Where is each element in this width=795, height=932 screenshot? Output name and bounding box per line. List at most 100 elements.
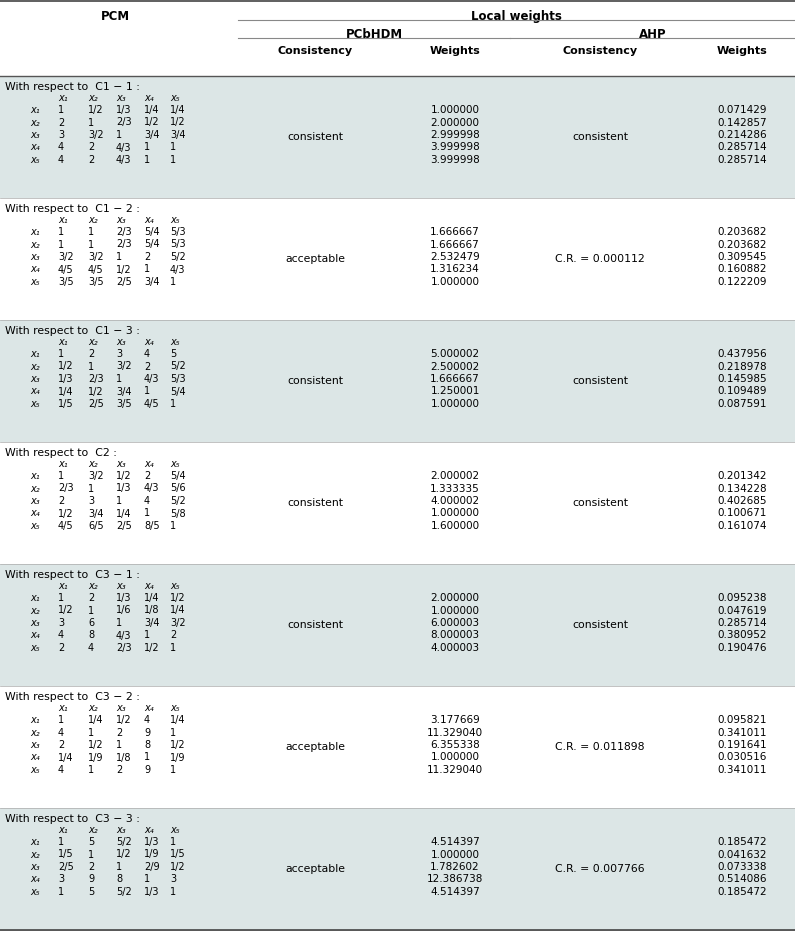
Text: x₄: x₄ bbox=[30, 752, 40, 762]
Text: acceptable: acceptable bbox=[285, 864, 345, 874]
Text: x₃: x₃ bbox=[116, 703, 126, 713]
Text: 1: 1 bbox=[170, 887, 176, 897]
Text: x₂: x₂ bbox=[88, 581, 98, 591]
Text: x₄: x₄ bbox=[30, 143, 40, 153]
Text: 6.355338: 6.355338 bbox=[430, 740, 480, 750]
Text: 9: 9 bbox=[88, 874, 94, 884]
Text: 1/2: 1/2 bbox=[58, 362, 74, 372]
Text: x₄: x₄ bbox=[30, 509, 40, 518]
Text: 1: 1 bbox=[88, 240, 94, 250]
Text: 2/5: 2/5 bbox=[116, 521, 132, 531]
Text: 0.191641: 0.191641 bbox=[717, 740, 767, 750]
Text: 0.145985: 0.145985 bbox=[717, 374, 767, 384]
Text: 0.160882: 0.160882 bbox=[717, 265, 766, 275]
Text: 2: 2 bbox=[144, 362, 150, 372]
Text: 3/5: 3/5 bbox=[58, 277, 74, 287]
Text: 2: 2 bbox=[170, 631, 176, 640]
Text: 4: 4 bbox=[144, 349, 150, 359]
Text: With respect to  C3 − 1 :: With respect to C3 − 1 : bbox=[5, 570, 140, 580]
Text: With respect to  C1 − 2 :: With respect to C1 − 2 : bbox=[5, 204, 140, 214]
Text: 0.100671: 0.100671 bbox=[717, 509, 766, 518]
Text: 1/2: 1/2 bbox=[116, 849, 132, 859]
Text: 4/5: 4/5 bbox=[144, 399, 160, 409]
Text: 1: 1 bbox=[58, 240, 64, 250]
Text: 1/4: 1/4 bbox=[58, 752, 73, 762]
Bar bbox=[0, 808, 795, 930]
Text: 1: 1 bbox=[88, 117, 94, 128]
Text: 5/4: 5/4 bbox=[170, 387, 185, 396]
Text: 2.999998: 2.999998 bbox=[430, 130, 480, 140]
Text: x₄: x₄ bbox=[30, 874, 40, 884]
Text: x₃: x₃ bbox=[116, 581, 126, 591]
Text: 5: 5 bbox=[170, 349, 176, 359]
Text: x₅: x₅ bbox=[170, 337, 180, 347]
Text: 8: 8 bbox=[88, 631, 94, 640]
Text: x₁: x₁ bbox=[58, 581, 68, 591]
Text: 1.333335: 1.333335 bbox=[430, 484, 480, 494]
Text: 2/3: 2/3 bbox=[116, 240, 132, 250]
Text: 0.142857: 0.142857 bbox=[717, 117, 767, 128]
Text: 2: 2 bbox=[88, 593, 95, 603]
Text: 1: 1 bbox=[88, 227, 94, 237]
Text: 2: 2 bbox=[144, 252, 150, 262]
Text: 3: 3 bbox=[116, 349, 122, 359]
Text: 0.109489: 0.109489 bbox=[717, 387, 766, 396]
Text: x₂: x₂ bbox=[88, 459, 98, 469]
Text: 5/2: 5/2 bbox=[116, 887, 132, 897]
Text: x₂: x₂ bbox=[30, 362, 40, 372]
Text: 0.087591: 0.087591 bbox=[717, 399, 766, 409]
Text: 1: 1 bbox=[170, 143, 176, 153]
Text: 1: 1 bbox=[144, 874, 150, 884]
Text: 1.666667: 1.666667 bbox=[430, 374, 480, 384]
Text: 0.161074: 0.161074 bbox=[717, 521, 766, 531]
Text: 2: 2 bbox=[116, 765, 122, 775]
Text: 4/5: 4/5 bbox=[58, 521, 74, 531]
Text: x₁: x₁ bbox=[30, 227, 40, 237]
Text: 0.030516: 0.030516 bbox=[717, 752, 766, 762]
Text: 2: 2 bbox=[58, 740, 64, 750]
Text: x₂: x₂ bbox=[30, 606, 40, 615]
Text: x₅: x₅ bbox=[170, 581, 180, 591]
Text: 8: 8 bbox=[116, 874, 122, 884]
Text: 2: 2 bbox=[58, 643, 64, 653]
Text: 5/2: 5/2 bbox=[170, 362, 186, 372]
Text: 0.402685: 0.402685 bbox=[717, 496, 766, 506]
Text: x₄: x₄ bbox=[144, 93, 153, 103]
Text: 3/2: 3/2 bbox=[58, 252, 74, 262]
Bar bbox=[0, 686, 795, 808]
Text: 1/2: 1/2 bbox=[170, 117, 185, 128]
Text: x₁: x₁ bbox=[58, 215, 68, 225]
Text: x₄: x₄ bbox=[144, 337, 153, 347]
Text: 5: 5 bbox=[88, 837, 95, 847]
Bar bbox=[0, 76, 795, 198]
Text: With respect to  C3 − 2 :: With respect to C3 − 2 : bbox=[5, 692, 140, 702]
Bar bbox=[0, 564, 795, 686]
Text: C.R. = 0.000112: C.R. = 0.000112 bbox=[555, 254, 645, 264]
Text: x₅: x₅ bbox=[30, 887, 40, 897]
Text: x₅: x₅ bbox=[30, 155, 40, 165]
Text: 2.500002: 2.500002 bbox=[430, 362, 479, 372]
Text: x₃: x₃ bbox=[30, 252, 40, 262]
Text: With respect to  C2 :: With respect to C2 : bbox=[5, 448, 117, 458]
Text: PCM: PCM bbox=[100, 10, 130, 23]
Text: 1.000000: 1.000000 bbox=[431, 105, 479, 115]
Text: 5/2: 5/2 bbox=[170, 252, 186, 262]
Text: With respect to  C1 − 1 :: With respect to C1 − 1 : bbox=[5, 82, 140, 92]
Text: x₁: x₁ bbox=[58, 459, 68, 469]
Text: 1/5: 1/5 bbox=[58, 849, 74, 859]
Text: 5/4: 5/4 bbox=[170, 471, 185, 481]
Text: 1: 1 bbox=[58, 715, 64, 725]
Text: 5/2: 5/2 bbox=[170, 496, 186, 506]
Text: x₅: x₅ bbox=[170, 215, 180, 225]
Text: 1/4: 1/4 bbox=[58, 387, 73, 396]
Text: 3/2: 3/2 bbox=[88, 471, 103, 481]
Text: 2.000000: 2.000000 bbox=[431, 593, 479, 603]
Text: 1/2: 1/2 bbox=[88, 740, 103, 750]
Text: 1/2: 1/2 bbox=[144, 643, 160, 653]
Text: 4.000002: 4.000002 bbox=[430, 496, 479, 506]
Text: x₄: x₄ bbox=[30, 387, 40, 396]
Text: 1: 1 bbox=[170, 155, 176, 165]
Text: 1: 1 bbox=[116, 740, 122, 750]
Text: 0.380952: 0.380952 bbox=[717, 631, 766, 640]
Text: x₅: x₅ bbox=[170, 703, 180, 713]
